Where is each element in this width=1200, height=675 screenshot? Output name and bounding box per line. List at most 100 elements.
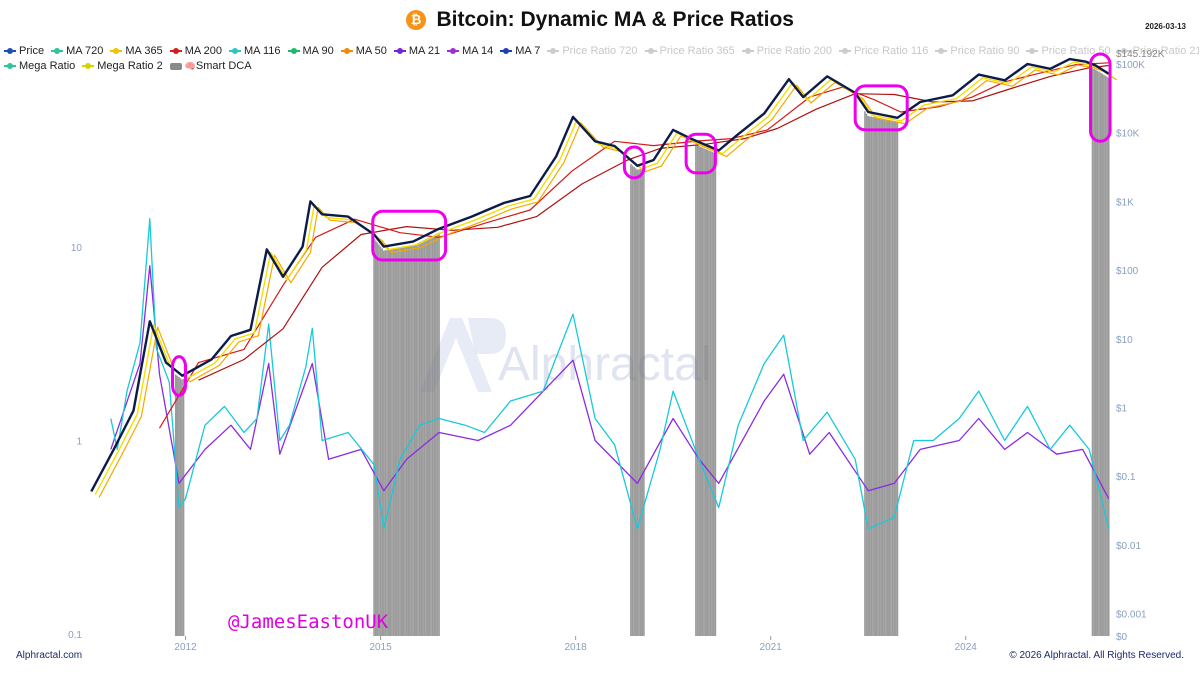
legend-swatch (1117, 47, 1130, 55)
chart-title: Bitcoin: Dynamic MA & Price Ratios (436, 8, 794, 31)
bitcoin-icon: ₿ (406, 10, 427, 30)
legend-swatch (447, 47, 460, 55)
legend-item-ma-365[interactable]: MA 365 (110, 44, 163, 59)
legend-item-ma-116[interactable]: MA 116 (229, 44, 281, 59)
legend-item-ma-720[interactable]: MA 720 (51, 44, 103, 59)
legend-label: Mega Ratio (19, 60, 76, 72)
legend-swatch (4, 47, 16, 55)
legend-item-ma-7[interactable]: MA 7 (500, 44, 540, 59)
legend-label: Price Ratio 720 (562, 45, 638, 57)
legend-item-mega-ratio-2[interactable]: Mega Ratio 2 (82, 59, 163, 74)
legend-item-ma-50[interactable]: MA 50 (340, 44, 387, 59)
legend-swatch (229, 47, 241, 55)
y-price-tick-label: $100 (1116, 266, 1139, 277)
legend-label: Price Ratio 200 (756, 45, 832, 57)
legend-item-price[interactable]: Price (4, 44, 44, 59)
legend-label: MA 7 (515, 45, 541, 57)
legend-item-price-ratio-200[interactable]: Price Ratio 200 (741, 44, 832, 59)
legend-label: Price Ratio 365 (659, 45, 735, 57)
highlight-box (371, 209, 448, 262)
chart-legend: Price MA 720 MA 365 MA 200 MA 116 MA 90 MA 50 M… (4, 44, 1199, 74)
legend-item-ma-90[interactable]: MA 90 (287, 44, 334, 59)
series-price-line (90, 57, 1110, 492)
y-price-axis: $100K $10K $1K $100 $10 $1 $0.1 $0.01 $0.001 $0 (1116, 60, 1147, 643)
legend-label: Smart DCA (195, 60, 252, 72)
series-ma-720-line (198, 64, 1109, 381)
highlight-box (622, 145, 646, 180)
y-ratio-tick-label: 10 (71, 243, 83, 254)
y-price-tick-label: $0.001 (1116, 610, 1147, 621)
legend-item-ma-200[interactable]: MA 200 (169, 44, 222, 59)
smart-dca-bars (174, 68, 1110, 636)
legend-row-2: Mega Ratio Mega Ratio 2 🧠Smart DCA (4, 59, 1199, 74)
series-mega-ratio-2-line (110, 265, 1110, 500)
footer-copyright: © 2026 Alphractal. All Rights Reserved. (1009, 650, 1184, 661)
legend-label: MA 116 (244, 45, 281, 57)
legend-item-mega-ratio[interactable]: Mega Ratio (4, 59, 75, 74)
legend-item-price-ratio-720[interactable]: Price Ratio 720 (547, 44, 638, 59)
x-tick-label: 2018 (564, 642, 587, 653)
current-price-label: $145.192K (1116, 49, 1165, 60)
legend-item-smart-dca[interactable]: 🧠Smart DCA (169, 59, 252, 74)
series-mega-ratio-line (110, 218, 1110, 530)
legend-swatch (935, 47, 948, 55)
legend-swatch (838, 47, 851, 55)
legend-item-ma-14[interactable]: MA 14 (447, 44, 493, 59)
watermark-text: Alphractal (498, 338, 711, 391)
legend-swatch (110, 47, 123, 55)
legend-swatch (500, 47, 513, 55)
legend-swatch (169, 62, 182, 70)
series-ma-orange-line (98, 64, 1117, 498)
y-ratio-tick-label: 1 (76, 437, 82, 448)
legend-swatch (340, 47, 353, 55)
legend-swatch (82, 62, 95, 70)
brain-icon: 🧠 (184, 61, 196, 71)
legend-label: Price Ratio 90 (950, 45, 1020, 57)
legend-label: Price Ratio 50 (1041, 45, 1111, 57)
legend-label: MA 200 (184, 45, 222, 57)
highlight-box (684, 132, 717, 175)
x-tick-label: 2021 (760, 642, 783, 653)
author-handle: @JamesEastonUK (228, 611, 389, 633)
y-price-tick-label: $100K (1116, 60, 1145, 71)
legend-swatch (287, 47, 300, 55)
x-axis: 2012 2015 2018 2021 2024 (174, 636, 977, 653)
chart-date: 2026-03-13 (1145, 22, 1186, 31)
legend-swatch (393, 47, 406, 55)
footer-site-link[interactable]: Alphractal.com (16, 650, 83, 661)
legend-label: Mega Ratio 2 (97, 60, 163, 72)
highlight-box (1089, 52, 1112, 143)
x-tick-label: 2012 (174, 642, 197, 653)
legend-label: Price (19, 45, 45, 57)
y-ratio-axis: 10 1 0.1 (68, 243, 82, 641)
legend-label: MA 50 (355, 45, 387, 57)
legend-swatch (644, 47, 657, 55)
legend-item-price-ratio-365[interactable]: Price Ratio 365 (644, 44, 735, 59)
legend-label: MA 365 (125, 45, 163, 57)
y-ratio-tick-label: 0.1 (68, 630, 82, 641)
legend-swatch (169, 47, 182, 55)
legend-label: MA 90 (302, 45, 334, 57)
legend-item-ma-21[interactable]: MA 21 (393, 44, 441, 59)
x-tick-label: 2024 (955, 642, 978, 653)
legend-item-price-ratio-116[interactable]: Price Ratio 116 (838, 44, 929, 59)
legend-swatch (1026, 47, 1039, 55)
legend-label: MA 14 (462, 45, 494, 57)
y-price-tick-label: $0.01 (1116, 541, 1141, 552)
legend-swatch (51, 47, 64, 55)
y-price-tick-label: $1K (1116, 197, 1134, 208)
legend-item-price-ratio-21[interactable]: Price Ratio 21 (1117, 44, 1199, 59)
legend-item-price-ratio-50[interactable]: Price Ratio 50 (1026, 44, 1111, 59)
legend-label: Price Ratio 116 (853, 45, 929, 57)
y-price-tick-label: $1 (1116, 404, 1128, 415)
highlight-box (171, 355, 188, 397)
legend-label: MA 21 (408, 45, 441, 57)
highlight-box (853, 84, 909, 132)
y-price-tick-label: $10K (1116, 129, 1140, 140)
legend-label: Price Ratio 21 (1132, 45, 1199, 57)
legend-item-price-ratio-90[interactable]: Price Ratio 90 (935, 44, 1019, 59)
chart-title-area: ₿ Bitcoin: Dynamic MA & Price Ratios (0, 8, 1200, 32)
y-price-tick-label: $0.1 (1116, 472, 1136, 483)
series-ma-yellow-line (94, 61, 1114, 495)
